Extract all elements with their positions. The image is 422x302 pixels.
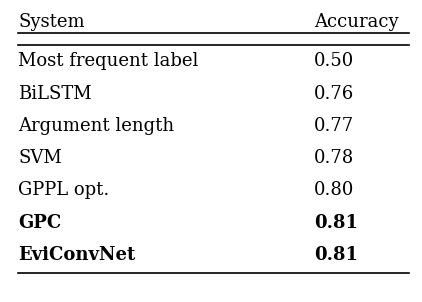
Text: System: System bbox=[18, 13, 85, 31]
Text: 0.80: 0.80 bbox=[314, 182, 354, 200]
Text: 0.78: 0.78 bbox=[314, 149, 354, 167]
Text: Most frequent label: Most frequent label bbox=[18, 52, 198, 70]
Text: 0.77: 0.77 bbox=[314, 117, 354, 135]
Text: Accuracy: Accuracy bbox=[314, 13, 398, 31]
Text: GPC: GPC bbox=[18, 214, 61, 232]
Text: SVM: SVM bbox=[18, 149, 62, 167]
Text: BiLSTM: BiLSTM bbox=[18, 85, 92, 103]
Text: 0.81: 0.81 bbox=[314, 214, 358, 232]
Text: GPPL opt.: GPPL opt. bbox=[18, 182, 109, 200]
Text: Argument length: Argument length bbox=[18, 117, 174, 135]
Text: 0.81: 0.81 bbox=[314, 246, 358, 264]
Text: 0.50: 0.50 bbox=[314, 52, 354, 70]
Text: 0.76: 0.76 bbox=[314, 85, 354, 103]
Text: EviConvNet: EviConvNet bbox=[18, 246, 135, 264]
